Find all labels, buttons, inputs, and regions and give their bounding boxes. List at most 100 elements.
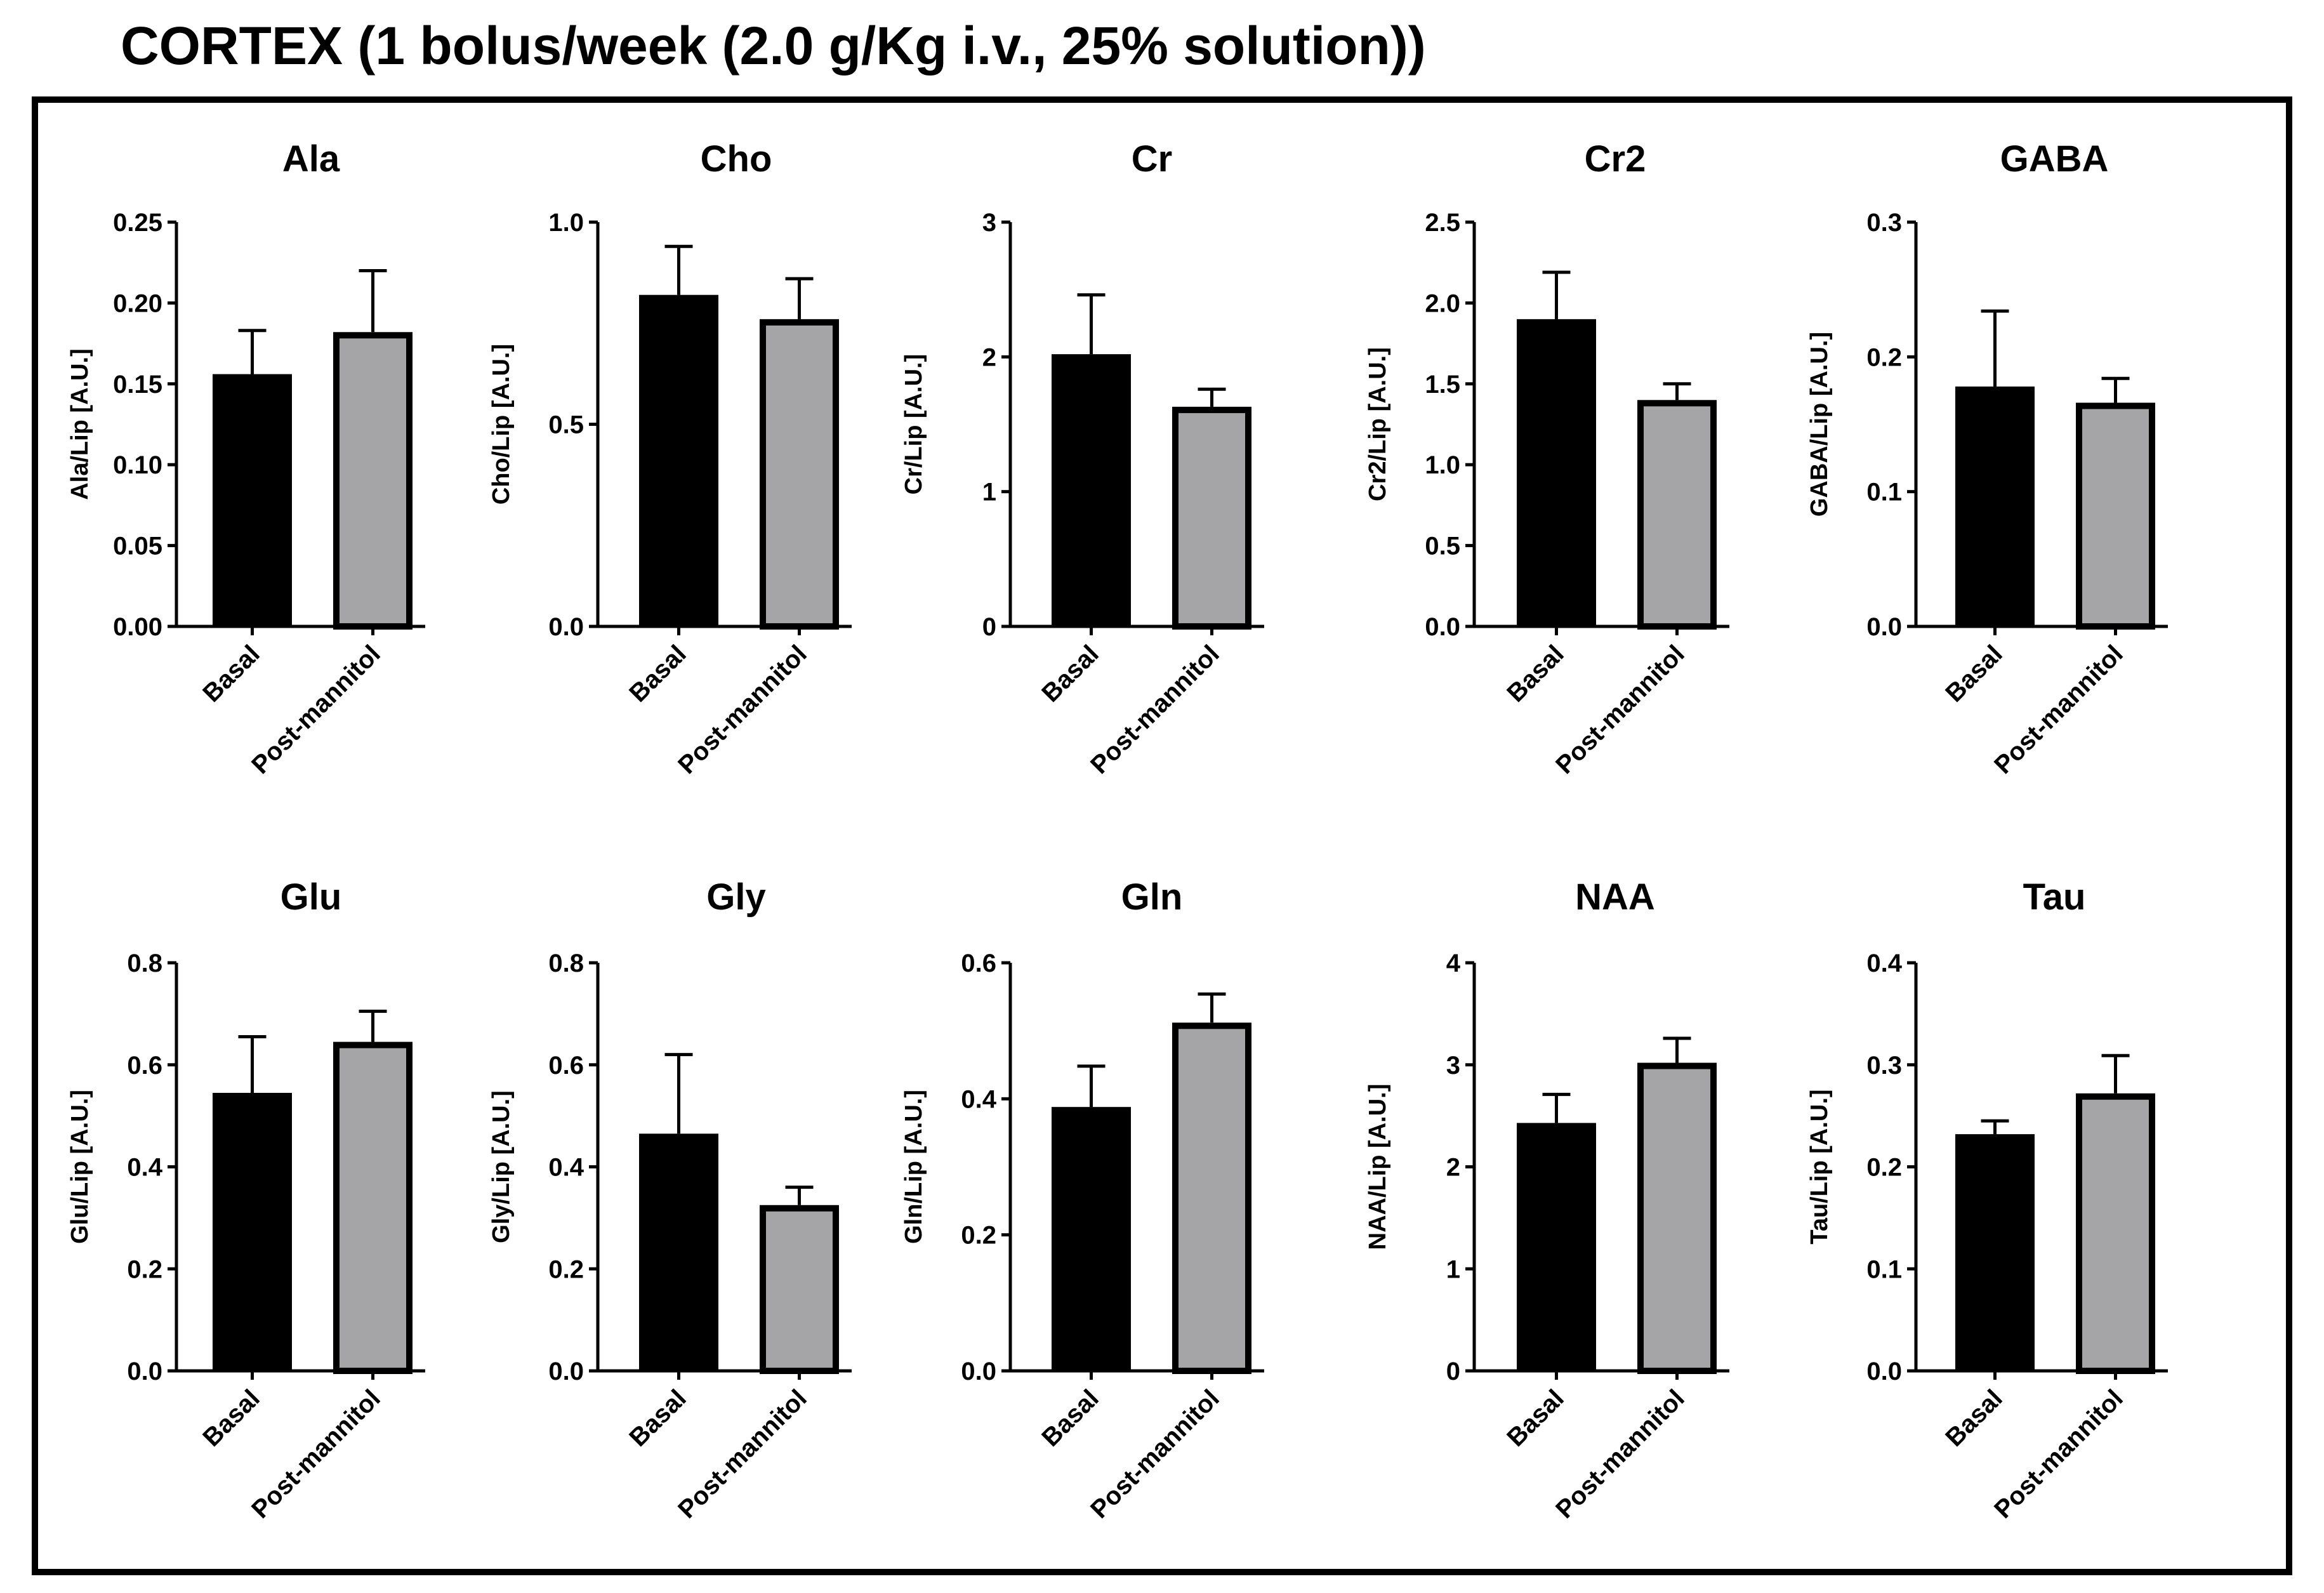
bar-basal [1517, 1123, 1596, 1371]
y-axis-label: GABA/Lip [A.U.] [1806, 332, 1833, 517]
y-tick-label: 0.15 [113, 371, 162, 399]
y-tick-label: 2 [1446, 1154, 1460, 1182]
chart-gln: Gln 0.0 0.2 0.4 0.6 Gln/Lip [A.U.] BasalPost-m… [901, 876, 1264, 1524]
bar-post-mannitol [333, 1041, 413, 1375]
y-tick-label: 1.0 [548, 209, 584, 237]
y-axis-label: Cho/Lip [A.U.] [488, 344, 515, 505]
y-tick-label: 0.0 [548, 613, 584, 641]
x-label-post-mannitol: Post-mannitol [246, 640, 386, 779]
y-tick-label: 0.0 [127, 1358, 162, 1385]
y-tick-label: 0.2 [1866, 343, 1902, 371]
x-label-basal: Basal [1036, 1384, 1104, 1452]
chart-title: Gly [706, 876, 766, 918]
y-tick-label: 0.3 [1866, 209, 1902, 237]
x-label-post-mannitol: Post-mannitol [1085, 1384, 1225, 1524]
bar-basal [1052, 1107, 1131, 1371]
chart-gaba: GABA 0.0 0.1 0.2 0.3 GABA/Lip [A.U.] BasalPost… [1806, 138, 2168, 779]
y-tick-label: 0.6 [548, 1052, 584, 1080]
y-tick-label: 0.05 [113, 532, 162, 560]
y-tick-label: 0 [1446, 1358, 1460, 1385]
chart-cho: Cho 0.0 0.5 1.0 Cho/Lip [A.U.] BasalPost-mann… [488, 138, 852, 779]
bar-post-mannitol [1637, 400, 1717, 630]
y-tick-label: 0.6 [961, 949, 996, 977]
chart-gly: Gly 0.0 0.2 0.4 0.6 0.8 Gly/Lip [A.U.] BasalPos… [488, 876, 852, 1524]
y-tick-label: 0.0 [548, 1358, 584, 1385]
y-tick-label: 3 [1446, 1052, 1460, 1080]
y-tick-label: 0.8 [548, 949, 584, 977]
y-tick-label: 4 [1446, 949, 1461, 977]
x-label-post-mannitol: Post-mannitol [673, 640, 812, 779]
bar-basal [1955, 387, 2035, 626]
bar-basal [639, 294, 718, 626]
y-tick-label: 0 [982, 613, 996, 641]
chart-glu: Glu 0.0 0.2 0.4 0.6 0.8 Glu/Lip [A.U.] BasalPos… [67, 876, 425, 1524]
chart-title: Tau [2023, 876, 2086, 918]
bar-basal [639, 1134, 718, 1371]
bar-post-mannitol [1172, 1022, 1251, 1374]
y-tick-label: 0.4 [1866, 949, 1902, 977]
y-tick-label: 0.4 [548, 1154, 584, 1182]
bar-basal [1052, 354, 1131, 626]
bar-post-mannitol [333, 332, 413, 630]
y-axis-label: Cr/Lip [A.U.] [901, 354, 927, 495]
x-label-basal: Basal [197, 1384, 265, 1452]
y-tick-label: 0.8 [127, 949, 162, 977]
page-title: CORTEX (1 bolus/week (2.0 g/Kg i.v., 25%… [121, 16, 1426, 76]
x-label-basal: Basal [1940, 640, 2008, 708]
y-tick-label: 0.6 [127, 1052, 162, 1080]
y-tick-label: 0.2 [127, 1255, 162, 1283]
y-axis-label: Ala/Lip [A.U.] [67, 348, 93, 500]
x-label-basal: Basal [1036, 640, 1104, 708]
y-tick-label: 0.0 [1425, 613, 1460, 641]
chart-title: GABA [2000, 138, 2109, 180]
y-tick-label: 0.00 [113, 613, 162, 641]
y-axis-label: Gln/Lip [A.U.] [901, 1090, 927, 1244]
chart-title: Ala [282, 138, 340, 180]
y-tick-label: 0.2 [1866, 1154, 1902, 1182]
y-tick-label: 1 [982, 479, 996, 506]
x-label-post-mannitol: Post-mannitol [1989, 640, 2129, 779]
x-label-basal: Basal [624, 640, 692, 708]
y-axis-label: Glu/Lip [A.U.] [67, 1090, 93, 1244]
chart-ala: Ala 0.00 0.05 0.10 0.15 0.20 0.25 Ala/Lip [A.U.… [67, 138, 425, 779]
y-tick-label: 0.0 [961, 1358, 996, 1385]
y-tick-label: 0.1 [1866, 479, 1902, 506]
chart-cr2: Cr2 0.0 0.5 1.0 1.5 2.0 2.5 Cr2/Lip [A.U.] Basal… [1364, 138, 1729, 779]
x-label-post-mannitol: Post-mannitol [1989, 1384, 2129, 1524]
x-label-basal: Basal [624, 1384, 692, 1452]
y-tick-label: 0.0 [1866, 613, 1902, 641]
x-label-post-mannitol: Post-mannitol [1550, 1384, 1690, 1524]
y-tick-label: 0.10 [113, 451, 162, 479]
y-tick-label: 0.1 [1866, 1255, 1902, 1283]
y-tick-label: 0.4 [961, 1085, 996, 1113]
y-tick-label: 0.20 [113, 289, 162, 317]
chart-title: Gln [1121, 876, 1183, 918]
x-label-post-mannitol: Post-mannitol [673, 1384, 812, 1524]
x-label-basal: Basal [197, 640, 265, 708]
bar-basal [213, 374, 292, 626]
y-tick-label: 3 [982, 209, 996, 237]
bar-post-mannitol [1637, 1062, 1717, 1375]
x-label-post-mannitol: Post-mannitol [1085, 640, 1225, 779]
y-tick-label: 2.0 [1425, 289, 1460, 317]
chart-title: Cho [701, 138, 772, 180]
y-tick-label: 0.3 [1866, 1052, 1902, 1080]
y-tick-label: 1.5 [1425, 371, 1460, 399]
chart-title: NAA [1575, 876, 1655, 918]
bar-post-mannitol [2076, 402, 2155, 630]
y-axis-label: Gly/Lip [A.U.] [488, 1090, 515, 1243]
y-tick-label: 0.0 [1866, 1358, 1902, 1385]
x-label-basal: Basal [1502, 1384, 1569, 1452]
chart-title: Glu [281, 876, 342, 918]
y-tick-label: 1 [1446, 1255, 1460, 1283]
x-label-post-mannitol: Post-mannitol [246, 1384, 386, 1524]
y-tick-label: 0.5 [548, 411, 584, 439]
chart-title: Cr2 [1585, 138, 1646, 180]
chart-title: Cr [1132, 138, 1172, 180]
y-tick-label: 2 [982, 343, 996, 371]
chart-tau: Tau 0.0 0.1 0.2 0.3 0.4 Tau/Lip [A.U.] BasalPos… [1806, 876, 2168, 1524]
y-tick-label: 0.4 [127, 1154, 162, 1182]
